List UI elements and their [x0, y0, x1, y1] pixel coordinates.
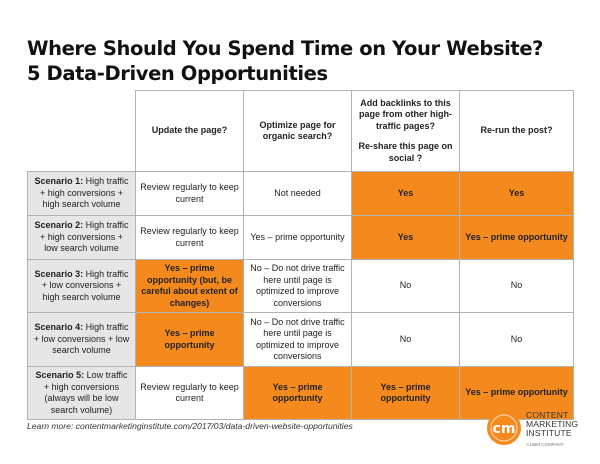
header-row: Update the page? Optimize page for organ… [27, 90, 574, 172]
cell-backlinks: No [351, 259, 460, 313]
scenario-text: High traffic + high conversions + high s… [39, 176, 129, 210]
cell-optimize: No – Do not drive traffic here until pag… [243, 312, 352, 367]
logo-subtitle: A UBM COMPANY [526, 442, 564, 447]
scenario-cell: Scenario 3: High traffic + low conversio… [27, 259, 136, 313]
cell-backlinks: Yes [351, 171, 460, 216]
title-line-2: 5 Data-Driven Opportunities [27, 62, 328, 85]
scenario-cell: Scenario 5: Low traffic + high conversio… [27, 366, 136, 420]
table-row: Scenario 1: High traffic + high conversi… [27, 171, 574, 216]
cell-rerun: Yes – prime opportunity [459, 215, 574, 260]
title-line-1: Where Should You Spend Time on Your Webs… [27, 37, 544, 60]
header-backlinks-reshare: Add backlinks to this page from other hi… [351, 90, 460, 172]
cell-update: Yes – prime opportunity (but, be careful… [135, 259, 244, 313]
table-row: Scenario 2: High traffic + high conversi… [27, 215, 574, 260]
scenario-label: Scenario 3: [34, 268, 84, 279]
cell-rerun: Yes [459, 171, 574, 216]
logo-mark-text: cm [493, 421, 516, 437]
cell-rerun: No [459, 312, 574, 367]
cell-update: Review regularly to keep current [135, 215, 244, 260]
corner-cell [27, 90, 136, 172]
scenario-label: Scenario 1: [34, 176, 84, 187]
cell-update: Review regularly to keep current [135, 171, 244, 216]
logo-line-1: CONTENT [526, 410, 569, 420]
opportunities-table: Update the page? Optimize page for organ… [27, 90, 574, 420]
page-title: Where Should You Spend Time on Your Webs… [27, 36, 543, 86]
cell-backlinks: Yes [351, 215, 460, 260]
header-rerun-post: Re-run the post? [459, 90, 574, 172]
cell-update: Yes – prime opportunity [135, 312, 244, 367]
scenario-label: Scenario 2: [34, 220, 84, 231]
cell-update: Review regularly to keep current [135, 366, 244, 420]
table-row: Scenario 3: High traffic + low conversio… [27, 259, 574, 313]
scenario-cell: Scenario 1: High traffic + high conversi… [27, 171, 136, 216]
cm-logo-icon: cm [487, 411, 521, 445]
scenario-text: High traffic + low conversions + high se… [41, 268, 129, 302]
scenario-cell: Scenario 4: High traffic + low conversio… [27, 312, 136, 367]
header-optimize-search: Optimize page for organic search? [243, 90, 352, 172]
header-backlinks: Add backlinks to this page from other hi… [359, 97, 452, 131]
scenario-text: Low traffic + high conversions (always w… [43, 370, 128, 415]
scenario-text: High traffic + low conversions + low sea… [33, 322, 130, 356]
scenario-text: High traffic + high conversions + low se… [39, 220, 129, 254]
cmi-logo: cm CONTENT MARKETING INSTITUTE A UBM COM… [486, 406, 586, 456]
cell-optimize: Yes – prime opportunity [243, 366, 352, 420]
scenario-label: Scenario 4: [34, 322, 84, 333]
cell-backlinks: Yes – prime opportunity [351, 366, 460, 420]
table-row: Scenario 5: Low traffic + high conversio… [27, 366, 574, 420]
cell-optimize: Yes – prime opportunity [243, 215, 352, 260]
logo-line-3: INSTITUTE [526, 428, 572, 438]
logo-line-2: MARKETING [526, 419, 579, 429]
header-reshare: Re-share this page on social ? [358, 141, 453, 163]
scenario-label: Scenario 5: [35, 370, 85, 380]
cell-rerun: No [459, 259, 574, 313]
cell-optimize: No – Do not drive traffic here until pag… [243, 259, 352, 313]
cell-optimize: Not needed [243, 171, 352, 216]
logo-wordmark: CONTENT MARKETING INSTITUTE [526, 411, 578, 438]
header-update-page: Update the page? [135, 90, 244, 172]
table-row: Scenario 4: High traffic + low conversio… [27, 312, 574, 367]
cell-backlinks: No [351, 312, 460, 367]
scenario-cell: Scenario 2: High traffic + high conversi… [27, 215, 136, 260]
learn-more-link[interactable]: Learn more: contentmarketinginstitute.co… [27, 421, 353, 431]
